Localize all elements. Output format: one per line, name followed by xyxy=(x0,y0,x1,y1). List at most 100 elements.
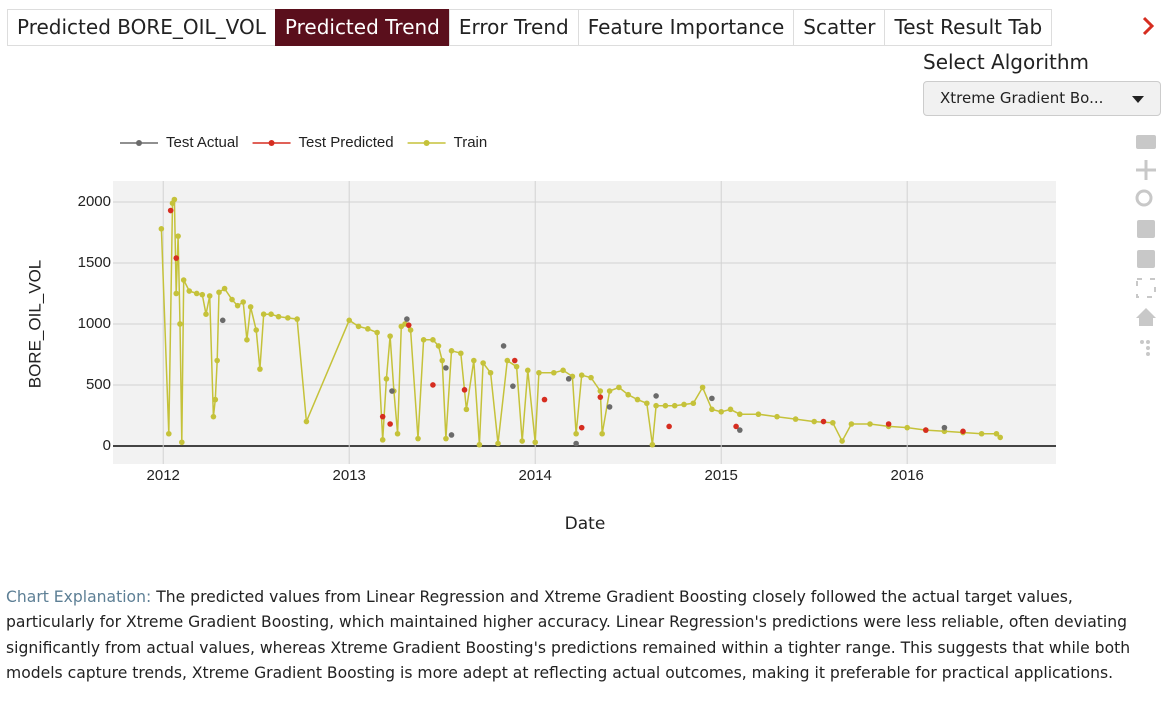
select-label: Select Algorithm xyxy=(923,50,1090,74)
data-point xyxy=(511,357,518,364)
data-point xyxy=(448,432,455,438)
pan-icon[interactable] xyxy=(1136,160,1156,180)
data-point xyxy=(374,329,380,336)
data-point xyxy=(199,291,206,298)
data-point xyxy=(180,277,187,283)
legend-item: Test Actual xyxy=(120,134,239,151)
legend-marker xyxy=(423,140,430,146)
data-point xyxy=(260,311,267,318)
data-point xyxy=(210,413,217,420)
caret xyxy=(1132,96,1144,103)
data-point xyxy=(221,285,228,292)
data-point xyxy=(500,343,507,349)
zoom-icon[interactable] xyxy=(1135,189,1153,207)
data-point xyxy=(644,400,650,407)
data-point xyxy=(551,369,557,376)
tab[interactable]: Predicted Trend xyxy=(274,9,450,46)
zoom-in-icon[interactable] xyxy=(1137,220,1155,238)
data-point xyxy=(443,365,449,371)
data-point xyxy=(532,439,539,446)
data-point xyxy=(379,413,386,420)
data-point xyxy=(606,404,613,410)
data-point xyxy=(240,299,246,305)
legend-label: Test Actual xyxy=(166,134,239,151)
data-point xyxy=(407,327,414,333)
data-point xyxy=(578,372,585,378)
reset-icon[interactable] xyxy=(1136,308,1156,326)
tab-scroll-arrow[interactable] xyxy=(1140,14,1156,38)
data-point xyxy=(653,402,659,409)
data-point xyxy=(597,388,604,394)
data-point xyxy=(519,438,525,444)
data-point xyxy=(476,441,483,448)
data-point xyxy=(435,343,442,349)
data-point xyxy=(671,402,678,409)
data-point xyxy=(597,394,604,400)
data-point xyxy=(268,311,274,318)
tab[interactable]: Error Trend xyxy=(448,9,579,46)
data-point xyxy=(463,406,470,413)
data-point xyxy=(510,383,516,389)
data-point xyxy=(387,421,393,427)
data-point xyxy=(405,322,412,328)
data-point xyxy=(997,434,1004,441)
data-point xyxy=(941,424,948,431)
tab-bar: Predicted BORE_OIL_VOL Predicted Trend Err… xyxy=(7,9,1138,46)
data-point xyxy=(904,424,911,431)
data-point xyxy=(158,226,165,232)
data-point xyxy=(294,316,300,322)
data-point xyxy=(346,317,353,324)
data-point xyxy=(219,317,226,324)
data-point xyxy=(634,396,641,403)
camera-icon[interactable] xyxy=(1136,135,1156,149)
y-tick-label: 2000 xyxy=(78,193,111,210)
data-point xyxy=(212,396,219,403)
data-point xyxy=(420,337,427,343)
zoom-out-icon[interactable] xyxy=(1137,250,1155,268)
plot-background xyxy=(113,181,1056,464)
data-point xyxy=(415,435,421,442)
data-point xyxy=(733,423,739,430)
data-point xyxy=(285,315,291,321)
legend-label: Test Predicted xyxy=(299,134,394,151)
data-point xyxy=(439,357,446,364)
data-point xyxy=(573,430,579,437)
data-point xyxy=(541,396,548,403)
autoscale-icon[interactable] xyxy=(1136,278,1156,298)
modebar xyxy=(1135,135,1156,356)
algorithm-select[interactable]: Xtreme Gradient Bo... xyxy=(923,81,1161,116)
y-axis-label: BORE_OIL_VOL xyxy=(25,260,44,389)
data-point xyxy=(792,416,799,422)
data-point xyxy=(193,290,200,297)
explanation-text: The predicted values from Linear Regress… xyxy=(6,588,1131,682)
tab[interactable]: Scatter xyxy=(793,9,886,46)
x-tick-label: 2013 xyxy=(333,467,366,484)
data-point xyxy=(737,411,743,418)
data-point xyxy=(448,348,455,354)
tab[interactable]: Test Result Tab xyxy=(884,9,1053,46)
data-point xyxy=(389,388,395,394)
data-point xyxy=(727,406,734,413)
data-point xyxy=(588,374,594,381)
data-point xyxy=(216,289,222,296)
data-point xyxy=(471,357,477,364)
data-point xyxy=(179,439,185,446)
data-point xyxy=(257,366,263,372)
tab[interactable]: Feature Importance xyxy=(577,9,795,46)
data-point xyxy=(480,360,486,366)
data-point xyxy=(229,296,235,303)
data-point xyxy=(203,311,209,318)
legend-label: Train xyxy=(454,134,488,151)
data-point xyxy=(430,337,436,343)
data-point xyxy=(616,384,622,391)
tab[interactable]: Predicted BORE_OIL_VOL xyxy=(7,9,276,46)
data-point xyxy=(993,430,1000,437)
spike-icon[interactable] xyxy=(1140,340,1144,344)
data-point xyxy=(234,302,241,309)
data-point xyxy=(495,440,501,447)
data-point xyxy=(662,402,669,409)
data-point xyxy=(443,435,449,442)
data-point xyxy=(536,369,542,376)
data-point xyxy=(461,387,468,393)
